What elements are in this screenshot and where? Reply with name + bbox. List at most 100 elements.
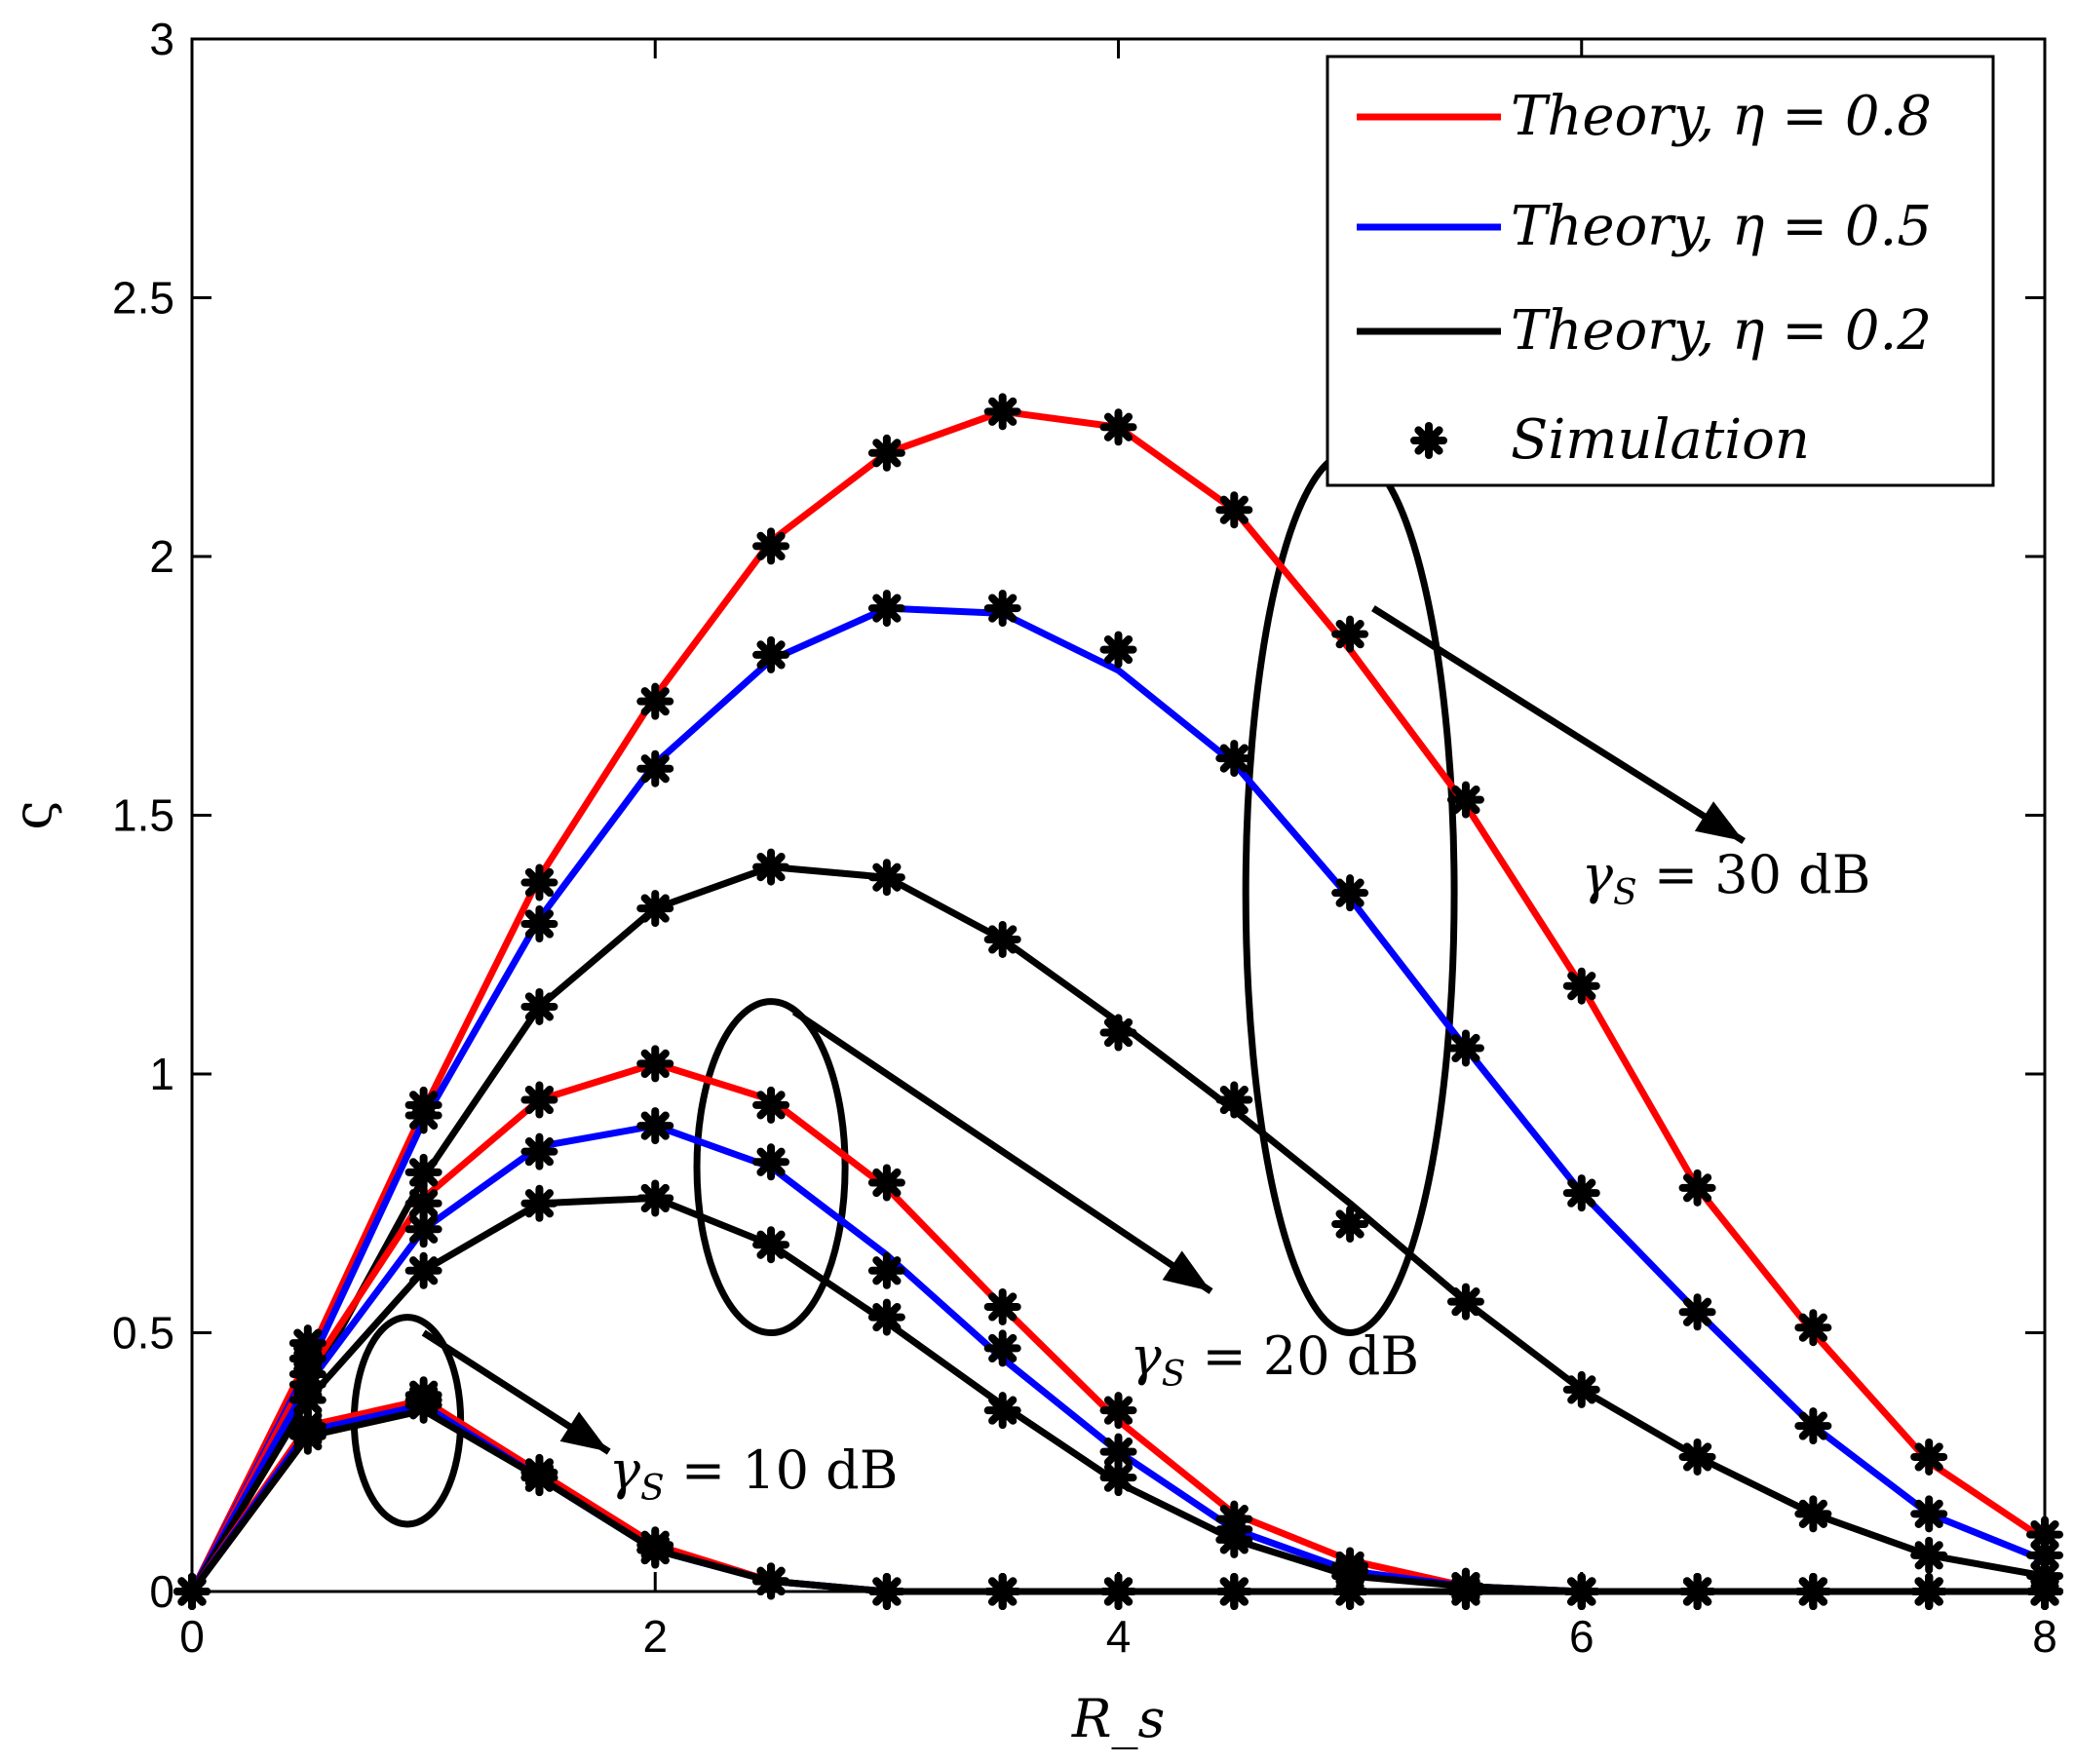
simulation-marker-g1-s2-p4	[636, 1179, 674, 1217]
simulation-marker-g0-s2-p5	[752, 848, 790, 886]
simulation-marker-g0-s1-p4	[636, 749, 674, 787]
y-tick-label-1: 0.5	[112, 1308, 174, 1359]
annotation-label-1: γS = 20 dB	[1130, 1325, 1419, 1395]
simulation-marker-g1-s1-p6	[867, 1251, 905, 1289]
x-tick-label-1: 2	[642, 1611, 668, 1662]
simulation-marker-g0-s1-p15	[1910, 1495, 1948, 1533]
annotation-arrow-1	[791, 1009, 1213, 1294]
simulation-marker-g1-s0-p5	[752, 1086, 790, 1124]
y-tick-label-2: 1	[149, 1049, 174, 1099]
x-axis-label: R_s	[1071, 1688, 1165, 1749]
simulation-marker-g0-s0-p13	[1678, 1169, 1716, 1207]
x-tick-label-3: 6	[1569, 1611, 1595, 1662]
simulation-marker-g0-s0-p5	[752, 527, 790, 565]
simulation-marker-g0-s1-p13	[1678, 1293, 1716, 1331]
simulation-marker-g0-s2-p12	[1562, 1370, 1600, 1408]
y-tick-label-6: 3	[149, 14, 174, 64]
annotation-label-2: γS = 10 dB	[609, 1439, 899, 1509]
simulation-marker-g0-s2-p9	[1215, 1081, 1253, 1119]
y-tick-label-4: 2	[149, 531, 174, 582]
annotation-ellipse-1	[693, 998, 849, 1336]
x-tick-label-2: 4	[1106, 1611, 1132, 1662]
simulation-marker-g0-s1-p11	[1446, 1029, 1484, 1067]
simulation-marker-g0-s1-p3	[520, 905, 558, 943]
legend: Theory, η = 0.8 Theory, η = 0.5 Theory, η …	[1326, 55, 1995, 487]
simulation-marker-g0-s2-p6	[867, 859, 905, 897]
simulation-marker-g1-s2-p8	[1099, 1459, 1137, 1497]
simulation-marker-g1-s0-p8	[1099, 1392, 1137, 1430]
axes-layer: 0 2 4 6 8 0 0.5 1 1.5 2 2.5 3 R_s ς	[2, 14, 2057, 1749]
annotation-arrowhead-0	[1694, 801, 1745, 842]
simulation-marker-g1-s2-p9	[1215, 1520, 1253, 1558]
simulation-marker-g1-s1-p5	[752, 1143, 790, 1181]
simulation-marker-g0-s0-p14	[1794, 1309, 1832, 1347]
annotations-layer: γS = 30 dB γS = 20 dB γS = 10 dB	[350, 449, 1871, 1528]
simulation-marker-g0-s0-p12	[1562, 967, 1600, 1005]
annotation-arrowhead-1	[1162, 1250, 1211, 1292]
simulation-marker-g0-s1-p10	[1331, 874, 1369, 912]
simulation-marker-g0-s2-p14	[1794, 1495, 1832, 1533]
simulation-marker-g0-s0-p3	[520, 863, 558, 901]
simulation-marker-g0-s2-p11	[1446, 1283, 1484, 1321]
simulation-marker-g1-s1-p4	[636, 1107, 674, 1145]
simulation-marker-g2-s2-p3	[520, 1459, 558, 1497]
simulation-marker-g1-s0-p3	[520, 1081, 558, 1119]
simulation-marker-g0-s2-p7	[983, 920, 1021, 958]
x-tick-label-4: 8	[2032, 1611, 2057, 1662]
legend-box	[1326, 55, 1995, 487]
simulation-marker-g1-s1-p3	[520, 1132, 558, 1170]
annotation-label-0: γS = 30 dB	[1582, 844, 1871, 913]
simulation-marker-g1-s1-p2	[404, 1210, 442, 1248]
simulation-marker-g0-s1-p2	[404, 1096, 442, 1134]
simulation-marker-g0-s2-p10	[1331, 1205, 1369, 1243]
x-tick-label-0: 0	[179, 1611, 205, 1662]
simulation-marker-g0-s2-p3	[520, 987, 558, 1025]
simulation-marker-g0-s0-p6	[867, 434, 905, 472]
simulation-marker-g0-s0-p11	[1446, 781, 1484, 819]
simulation-marker-g1-s2-p5	[752, 1226, 790, 1264]
simulation-marker-g0-s1-p7	[983, 590, 1021, 628]
simulation-marker-g0-s2-p8	[1099, 1014, 1137, 1052]
y-tick-label-3: 1.5	[112, 790, 174, 841]
simulation-marker-g0-s1-p14	[1794, 1407, 1832, 1445]
simulation-marker-g0-s0-p4	[636, 682, 674, 720]
legend-label-2: Theory, η = 0.2	[1511, 299, 1932, 363]
simulation-marker-g0-s2-p13	[1678, 1438, 1716, 1476]
simulation-marker-g1-s2-p6	[867, 1298, 905, 1336]
simulation-marker-g2-s2-p1	[288, 1417, 327, 1455]
simulation-marker-g0-s0-p7	[983, 393, 1021, 431]
simulation-marker-g0-s1-p12	[1562, 1174, 1600, 1212]
legend-swatch-3	[1410, 422, 1447, 459]
simulation-marker-g1-s0-p2	[404, 1184, 442, 1222]
legend-label-0: Theory, η = 0.8	[1511, 85, 1932, 148]
simulation-marker-g0-s0-p8	[1099, 408, 1137, 446]
simulation-marker-g0-s1-p6	[867, 590, 905, 628]
simulation-marker-g0-s0-p15	[1910, 1438, 1948, 1476]
simulation-marker-g2-s2-p4	[636, 1531, 674, 1569]
simulation-marker-g0-s2-p2	[404, 1153, 442, 1191]
simulation-marker-g0-s2-p15	[1910, 1536, 1948, 1574]
simulation-marker-g1-s2-p3	[520, 1184, 558, 1222]
simulation-marker-g1-s1-p7	[983, 1329, 1021, 1367]
y-tick-label-0: 0	[149, 1566, 174, 1617]
y-axis-label: ς	[2, 800, 63, 829]
annotation-arrowhead-2	[559, 1411, 609, 1452]
annotation-arrow-0	[1371, 605, 1746, 845]
simulation-marker-g0-s1-p5	[752, 635, 790, 673]
y-tick-label-5: 2.5	[112, 273, 174, 324]
theory-line-g0-s1	[188, 604, 2047, 1593]
simulation-marker-g0-s0-p10	[1331, 615, 1369, 653]
simulation-marker-g1-s0-p7	[983, 1287, 1021, 1325]
simulation-marker-g1-s0-p6	[867, 1164, 905, 1202]
legend-label-1: Theory, η = 0.5	[1511, 195, 1932, 258]
legend-label-3: Simulation	[1511, 408, 1810, 472]
simulation-marker-g1-s0-p4	[636, 1045, 674, 1083]
simulation-marker-g0-s1-p9	[1215, 740, 1253, 778]
simulation-marker-g2-s2-p2	[404, 1386, 442, 1424]
simulation-marker-g0-s2-p4	[636, 890, 674, 928]
simulation-marker-g1-s2-p7	[983, 1392, 1021, 1430]
simulation-marker-g0-s1-p8	[1099, 631, 1137, 669]
simulation-marker-g0-s0-p9	[1215, 491, 1253, 529]
simulation-marker-g1-s2-p2	[404, 1251, 442, 1289]
